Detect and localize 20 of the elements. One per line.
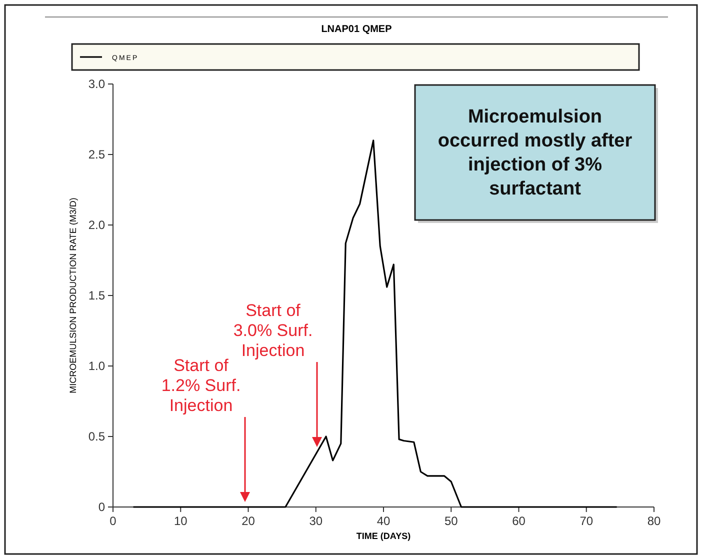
y-tick-label: 2.5 [88, 148, 106, 162]
x-tick-label: 40 [376, 514, 390, 528]
y-axis-title: MICROEMULSION PRODUCTION RATE (M3/D) [68, 198, 78, 394]
y-tick-label: 0.5 [88, 430, 106, 444]
y-tick-label: 2.0 [88, 218, 106, 232]
y-tick-label: 1.5 [88, 288, 106, 302]
y-tick-label: 1.0 [88, 359, 106, 373]
x-tick-label: 20 [242, 514, 256, 528]
x-tick-label: 10 [174, 514, 188, 528]
x-tick-label: 0 [110, 514, 117, 528]
y-tick-label: 3.0 [88, 77, 106, 91]
x-axis-title: TIME (DAYS) [356, 531, 411, 541]
x-tick-label: 30 [309, 514, 323, 528]
x-tick-label: 70 [580, 514, 594, 528]
x-tick-label: 80 [647, 514, 661, 528]
x-tick-label: 60 [512, 514, 526, 528]
chart-title: LNAP01 QMEP [321, 24, 392, 35]
y-tick-label: 0 [98, 500, 106, 514]
x-tick-label: 50 [444, 514, 458, 528]
annotation: Microemulsion occurred mostly after injection of 3% surfactant [438, 106, 633, 200]
